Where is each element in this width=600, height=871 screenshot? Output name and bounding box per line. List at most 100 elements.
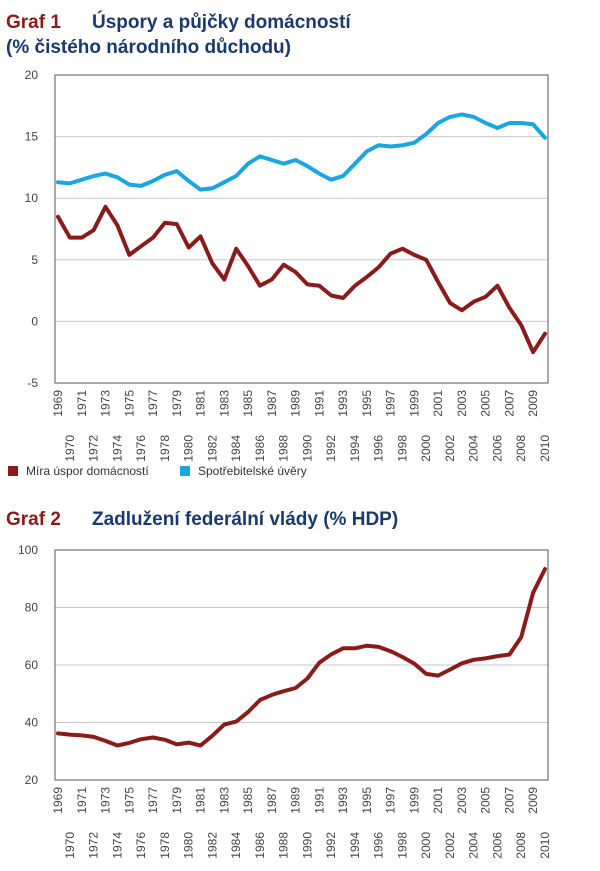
- x-tick-label: 1980: [182, 832, 196, 859]
- x-tick-label: 1969: [51, 390, 65, 417]
- x-tick-label: 1992: [324, 435, 338, 462]
- x-tick-label: 1975: [122, 787, 136, 814]
- x-tick-label: 1987: [265, 787, 279, 814]
- legend-label-consumer-credit: Spotřebitelské úvěry: [198, 464, 307, 478]
- x-tick-label: 1974: [110, 832, 124, 859]
- x-tick-label: 2004: [467, 435, 481, 462]
- x-tick-label: 1973: [99, 787, 113, 814]
- x-tick-label: 1976: [134, 832, 148, 859]
- x-tick-label: 1972: [87, 832, 101, 859]
- x-tick-label: 1975: [122, 390, 136, 417]
- chart-1-number: Graf 1: [6, 12, 61, 33]
- x-tick-label: 1985: [241, 787, 255, 814]
- x-tick-label: 1974: [110, 435, 124, 462]
- x-tick-label: 1979: [170, 390, 184, 417]
- x-tick-label: 1995: [360, 390, 374, 417]
- y-tick-label: 20: [25, 68, 39, 82]
- x-tick-label: 2007: [502, 390, 516, 417]
- x-tick-label: 1998: [395, 832, 409, 859]
- x-tick-label: 1994: [348, 832, 362, 859]
- series-line-0: [56, 204, 547, 355]
- x-tick-label: 1983: [217, 390, 231, 417]
- x-tick-label: 2002: [443, 832, 457, 859]
- chart-2-plot-frame: [54, 549, 549, 781]
- y-tick-label: 80: [25, 601, 39, 615]
- x-tick-label: 1990: [300, 832, 314, 859]
- x-tick-label: 2000: [419, 832, 433, 859]
- x-tick-label: 1995: [360, 787, 374, 814]
- y-tick-label: 40: [25, 716, 39, 730]
- x-tick-label: 1991: [312, 390, 326, 417]
- x-tick-label: 2005: [479, 787, 493, 814]
- x-tick-label: 1994: [348, 435, 362, 462]
- legend-swatch-savings: [8, 466, 18, 476]
- x-tick-label: 2008: [514, 832, 528, 859]
- x-tick-label: 1998: [395, 435, 409, 462]
- x-tick-label: 1981: [194, 390, 208, 417]
- chart-1-subtitle: (% čistého národního důchodu): [6, 37, 291, 58]
- x-tick-label: 2010: [538, 832, 552, 859]
- x-tick-label: 1976: [134, 435, 148, 462]
- x-tick-label: 1992: [324, 832, 338, 859]
- x-tick-label: 1986: [253, 435, 267, 462]
- x-tick-label: 2003: [455, 787, 469, 814]
- x-tick-label: 1970: [63, 832, 77, 859]
- x-tick-label: 1979: [170, 787, 184, 814]
- legend-label-savings: Míra úspor domácností: [26, 464, 149, 478]
- x-tick-label: 1997: [384, 390, 398, 417]
- x-tick-label: 1985: [241, 390, 255, 417]
- x-tick-label: 1997: [384, 787, 398, 814]
- x-tick-label: 1999: [407, 390, 421, 417]
- x-tick-label: 2007: [502, 787, 516, 814]
- x-tick-label: 1986: [253, 832, 267, 859]
- legend-swatch-consumer-credit: [180, 466, 190, 476]
- x-tick-label: 2004: [467, 832, 481, 859]
- x-tick-label: 2001: [431, 390, 445, 417]
- x-tick-label: 2003: [455, 390, 469, 417]
- chart-2-number: Graf 2: [6, 509, 61, 530]
- x-tick-label: 1989: [289, 787, 303, 814]
- x-tick-label: 1991: [312, 787, 326, 814]
- x-tick-label: 1996: [372, 435, 386, 462]
- chart-1-plot-frame: [54, 74, 549, 384]
- x-tick-label: 2002: [443, 435, 457, 462]
- x-tick-label: 1990: [300, 435, 314, 462]
- x-tick-label: 1980: [182, 435, 196, 462]
- x-tick-label: 1970: [63, 435, 77, 462]
- y-tick-label: 100: [18, 543, 38, 557]
- x-tick-label: 1993: [336, 390, 350, 417]
- x-tick-label: 2001: [431, 787, 445, 814]
- x-tick-label: 2010: [538, 435, 552, 462]
- y-tick-label: 15: [25, 130, 39, 144]
- x-tick-label: 1999: [407, 787, 421, 814]
- y-tick-label: 60: [25, 658, 39, 672]
- y-tick-label: 0: [31, 314, 38, 328]
- x-tick-label: 2008: [514, 435, 528, 462]
- chart-1: Graf 1 Úspory a půjčky domácností (% čis…: [6, 11, 552, 478]
- x-tick-label: 1988: [277, 435, 291, 462]
- y-tick-label: 10: [25, 191, 39, 205]
- x-tick-label: 1987: [265, 390, 279, 417]
- x-tick-label: 2009: [526, 787, 540, 814]
- y-tick-label: 5: [31, 253, 38, 267]
- x-tick-label: 1984: [229, 832, 243, 859]
- chart-1-title: Úspory a půjčky domácností: [92, 11, 351, 33]
- x-tick-label: 1971: [75, 390, 89, 417]
- x-tick-label: 1973: [99, 390, 113, 417]
- x-tick-label: 2000: [419, 435, 433, 462]
- x-tick-label: 2005: [479, 390, 493, 417]
- x-tick-label: 2006: [490, 832, 504, 859]
- x-tick-label: 1981: [194, 787, 208, 814]
- x-tick-label: 2006: [490, 435, 504, 462]
- series-line-1: [56, 112, 547, 192]
- y-tick-label: -5: [27, 376, 38, 390]
- x-tick-label: 2009: [526, 390, 540, 417]
- x-tick-label: 1983: [217, 787, 231, 814]
- x-tick-label: 1984: [229, 435, 243, 462]
- x-tick-label: 1972: [87, 435, 101, 462]
- x-tick-label: 1978: [158, 832, 172, 859]
- x-tick-label: 1977: [146, 787, 160, 814]
- x-tick-label: 1982: [205, 832, 219, 859]
- x-tick-label: 1982: [205, 435, 219, 462]
- chart-2-title: Zadlužení federální vlády (% HDP): [92, 509, 398, 530]
